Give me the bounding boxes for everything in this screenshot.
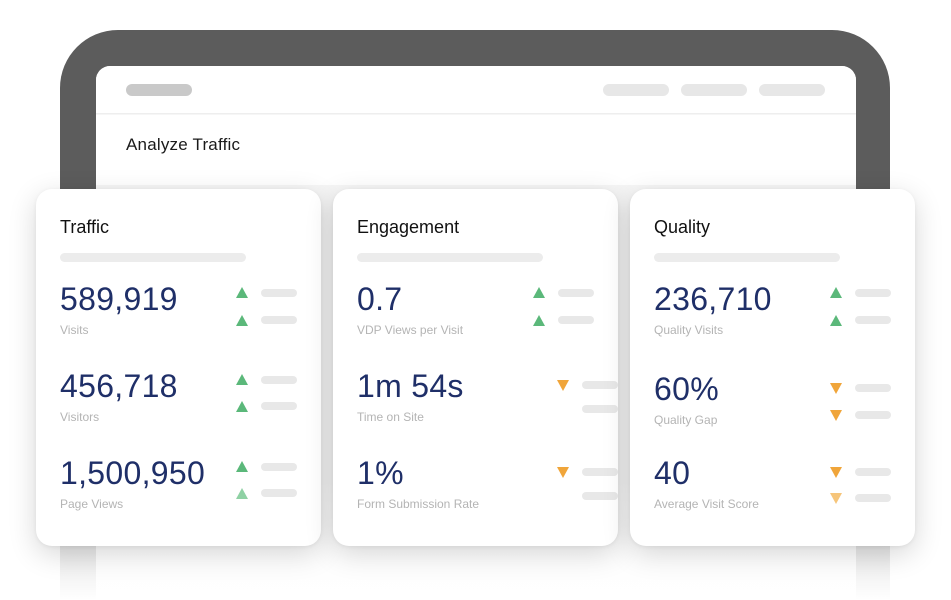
metric-label: Form Submission Rate [357, 497, 480, 511]
trend-down-icon [830, 467, 842, 478]
card-subtitle-placeholder [357, 253, 543, 262]
trend-line-placeholder [582, 492, 618, 500]
trend-down-icon [830, 410, 842, 421]
trend-up-icon [533, 287, 545, 298]
metric-quality-gap: 60% Quality Gap [654, 368, 904, 438]
trend-up-icon [830, 287, 842, 298]
metric-value: 456,718 [60, 368, 178, 404]
metric-time-on-site: 1m 54s Time on Site [357, 368, 618, 438]
trend-up-icon [236, 488, 248, 499]
metric-label: Visits [60, 323, 89, 337]
trend-line-placeholder [261, 463, 297, 471]
metric-label: VDP Views per Visit [357, 323, 464, 337]
trend-down-icon [557, 467, 569, 478]
trend-down-icon [830, 383, 842, 394]
trend-line-placeholder [261, 376, 297, 384]
metric-page-views: 1,500,950 Page Views [60, 455, 310, 525]
trend-line-placeholder [582, 381, 618, 389]
trend-line-placeholder [261, 489, 297, 497]
nav-placeholder-2[interactable] [681, 84, 747, 96]
metric-value: 589,919 [60, 281, 178, 317]
metric-visits: 589,919 Visits [60, 281, 310, 351]
metric-average-visit-score: 40 Average Visit Score [654, 455, 904, 525]
trend-up-icon [236, 287, 248, 298]
trend-down-icon [830, 493, 842, 504]
metric-label: Quality Gap [654, 413, 718, 427]
metric-value: 40 [654, 455, 691, 491]
nav-placeholder-3[interactable] [759, 84, 825, 96]
metric-value: 1,500,950 [60, 455, 206, 491]
metric-label: Average Visit Score [654, 497, 759, 511]
card-subtitle-placeholder [60, 253, 246, 262]
screen-header: Analyze Traffic [96, 115, 856, 185]
nav-placeholder-1[interactable] [603, 84, 669, 96]
card-subtitle-placeholder [654, 253, 840, 262]
trend-line-placeholder [261, 402, 297, 410]
metric-quality-visits: 236,710 Quality Visits [654, 281, 904, 351]
trend-line-placeholder [855, 384, 891, 392]
trend-up-icon [830, 315, 842, 326]
trend-down-icon [557, 380, 569, 391]
traffic-card: Traffic 589,919 Visits 456,718 Visitors … [36, 189, 321, 546]
metric-value: 1m 54s [357, 368, 464, 404]
engagement-card: Engagement 0.7 VDP Views per Visit 1m 54… [333, 189, 618, 546]
metric-label: Page Views [60, 497, 124, 511]
trend-line-placeholder [558, 289, 594, 297]
trend-up-icon [236, 315, 248, 326]
card-title: Engagement [357, 217, 460, 237]
metric-label: Visitors [60, 410, 100, 424]
metric-visitors: 456,718 Visitors [60, 368, 310, 438]
trend-line-placeholder [558, 316, 594, 324]
trend-line-placeholder [582, 405, 618, 413]
metric-value: 1% [357, 455, 404, 491]
trend-line-placeholder [855, 289, 891, 297]
screen-top-bar [96, 66, 856, 114]
logo-placeholder [126, 84, 192, 96]
trend-line-placeholder [261, 316, 297, 324]
metric-value: 60% [654, 371, 719, 407]
metric-label: Quality Visits [654, 323, 724, 337]
trend-line-placeholder [261, 289, 297, 297]
trend-up-icon [533, 315, 545, 326]
metric-form-submission-rate: 1% Form Submission Rate [357, 455, 618, 525]
trend-up-icon [236, 374, 248, 385]
trend-up-icon [236, 461, 248, 472]
card-title: Quality [654, 217, 711, 237]
metric-label: Time on Site [357, 410, 424, 424]
trend-up-icon [236, 401, 248, 412]
trend-line-placeholder [855, 468, 891, 476]
metric-value: 0.7 [357, 281, 403, 317]
quality-card: Quality 236,710 Quality Visits 60% Quali… [630, 189, 915, 546]
metric-vdp-views: 0.7 VDP Views per Visit [357, 281, 607, 351]
card-title: Traffic [60, 217, 110, 237]
page-title: Analyze Traffic [126, 135, 241, 154]
trend-line-placeholder [582, 468, 618, 476]
metric-value: 236,710 [654, 281, 772, 317]
trend-line-placeholder [855, 316, 891, 324]
trend-line-placeholder [855, 411, 891, 419]
trend-line-placeholder [855, 494, 891, 502]
